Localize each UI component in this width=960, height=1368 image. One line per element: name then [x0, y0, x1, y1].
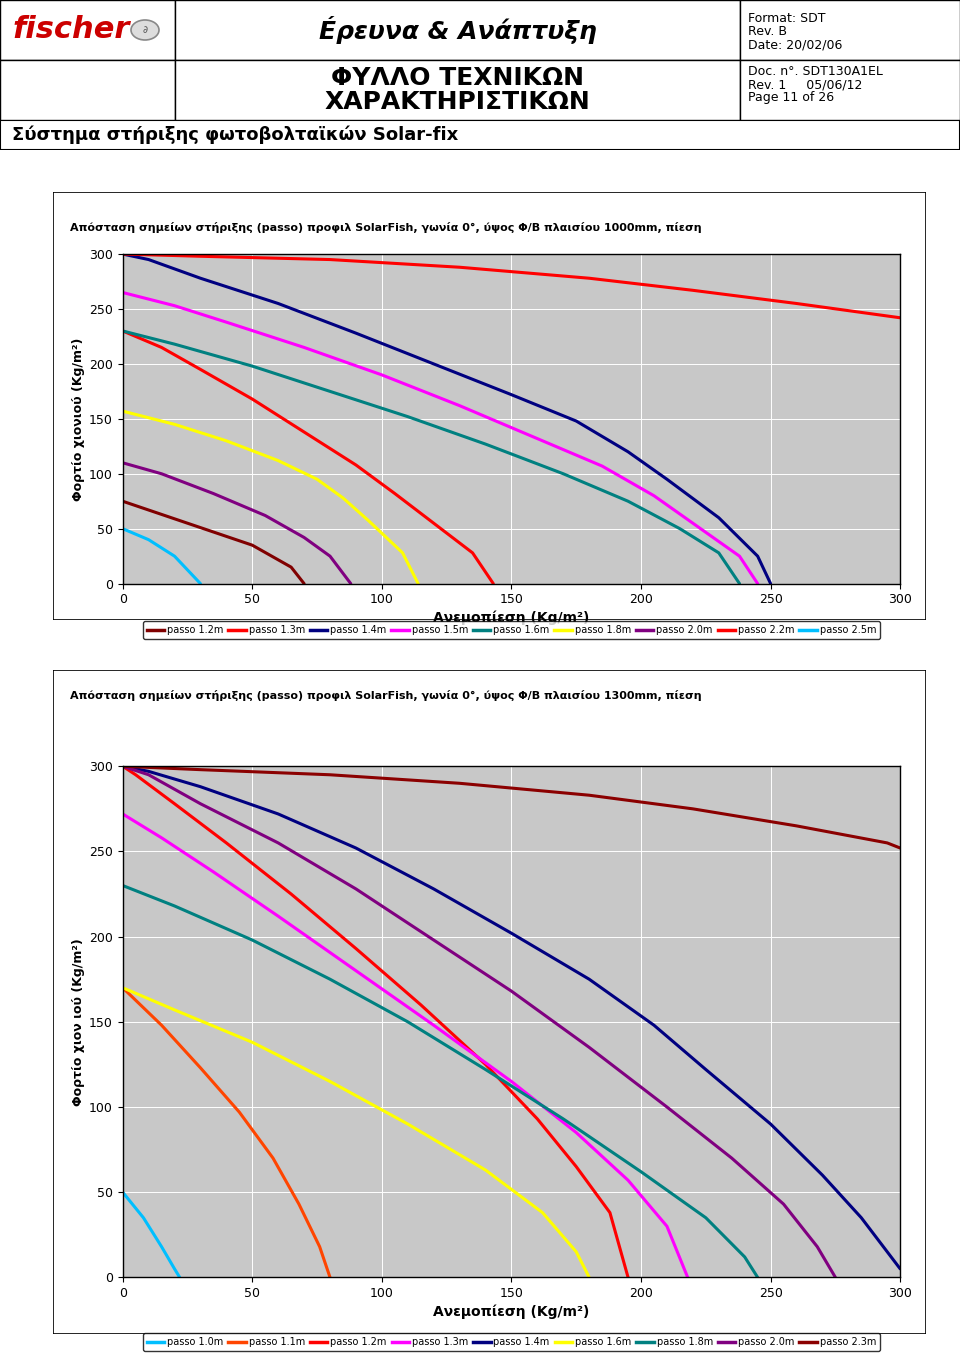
Text: Απόσταση σημείων στήριξης (passo) προφιλ SolarFish, γωνία 0°, ύψος Φ/Β πλαισίου : Απόσταση σημείων στήριξης (passo) προφιλ…	[70, 222, 702, 233]
Ellipse shape	[131, 21, 159, 40]
Text: Format: SDT: Format: SDT	[748, 12, 826, 25]
Text: ΧΑΡΑΚΤΗΡΙΣΤΙΚΩΝ: ΧΑΡΑΚΤΗΡΙΣΤΙΚΩΝ	[324, 90, 590, 114]
Text: Éρευνα & Ανάπτυξη: Éρευνα & Ανάπτυξη	[319, 16, 596, 44]
Text: Doc. n°. SDT130A1EL: Doc. n°. SDT130A1EL	[748, 66, 883, 78]
Legend: passo 1.0m, passo 1.1m, passo 1.2m, passo 1.3m, passo 1.4m, passo 1.6m, passo 1.: passo 1.0m, passo 1.1m, passo 1.2m, pass…	[143, 1334, 880, 1352]
Y-axis label: Φορτίο χιονιού (Kg/m²): Φορτίο χιονιού (Kg/m²)	[72, 337, 84, 501]
Y-axis label: Φορτίο χιον ιού (Kg/m²): Φορτίο χιον ιού (Kg/m²)	[72, 938, 84, 1105]
Bar	[0, 60, 175, 120]
Text: fischer: fischer	[12, 15, 130, 45]
Text: Απόσταση σημείων στήριξης (passo) προφιλ SolarFish, γωνία 0°, ύψος Φ/Β πλαισίου : Απόσταση σημείων στήριξης (passo) προφιλ…	[70, 689, 702, 700]
Bar	[740, 60, 960, 120]
Text: Page 11 of 26: Page 11 of 26	[748, 92, 834, 104]
X-axis label: Ανεμοπίεση (Kg/m²): Ανεμοπίεση (Kg/m²)	[433, 1304, 589, 1319]
X-axis label: Ανεμοπίεση (Kg/m²): Ανεμοπίεση (Kg/m²)	[433, 610, 589, 625]
Legend: passo 1.2m, passo 1.3m, passo 1.4m, passo 1.5m, passo 1.6m, passo 1.8m, passo 2.: passo 1.2m, passo 1.3m, passo 1.4m, pass…	[143, 621, 880, 639]
Bar	[0, 0, 175, 60]
Bar	[175, 60, 740, 120]
Bar	[740, 0, 960, 60]
Text: Rev. 1     05/06/12: Rev. 1 05/06/12	[748, 78, 862, 92]
Text: Date: 20/02/06: Date: 20/02/06	[748, 38, 842, 51]
Text: ∂: ∂	[142, 25, 148, 36]
Text: Rev. B: Rev. B	[748, 25, 787, 38]
Bar	[175, 0, 740, 60]
Text: ΦΥΛΛΟ ΤΕΧΝΙΚΩΝ: ΦΥΛΛΟ ΤΕΧΝΙΚΩΝ	[331, 66, 584, 90]
Text: Σύστημα στήριξης φωτοβολταϊκών Solar-fix: Σύστημα στήριξης φωτοβολταϊκών Solar-fix	[12, 126, 458, 144]
